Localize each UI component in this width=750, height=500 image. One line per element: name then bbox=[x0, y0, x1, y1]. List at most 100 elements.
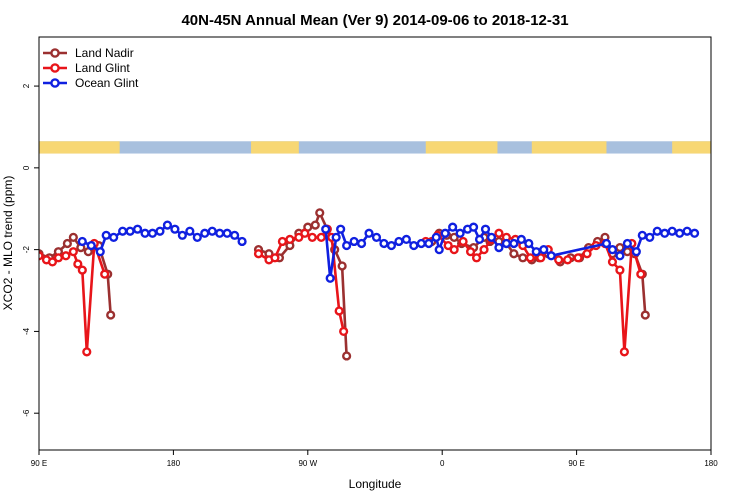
data-point-ocean-glint bbox=[480, 224, 491, 234]
data-point-ocean-glint bbox=[336, 224, 346, 234]
y-tick-label: -2 bbox=[22, 246, 31, 254]
data-point-ocean-glint bbox=[622, 238, 632, 249]
x-tick-label: 90 W bbox=[298, 459, 317, 468]
data-point-land-nadir bbox=[310, 220, 320, 230]
data-point-ocean-glint bbox=[394, 236, 404, 247]
data-point-ocean-glint bbox=[539, 245, 549, 255]
data-point-land-glint bbox=[536, 253, 546, 263]
data-point-ocean-glint bbox=[468, 222, 479, 232]
x-tick-label: 0 bbox=[440, 459, 445, 468]
data-point-land-glint bbox=[270, 253, 280, 263]
data-point-ocean-glint bbox=[637, 230, 647, 240]
data-point-land-glint bbox=[73, 259, 83, 269]
data-point-ocean-glint bbox=[509, 238, 519, 249]
data-point-ocean-glint bbox=[162, 220, 173, 230]
data-point-land-glint bbox=[636, 269, 646, 279]
data-point-ocean-glint bbox=[524, 238, 534, 249]
data-point-ocean-glint bbox=[494, 242, 504, 253]
legend-label: Land Glint bbox=[75, 61, 130, 75]
data-point-ocean-glint bbox=[379, 238, 389, 249]
data-point-ocean-glint bbox=[101, 230, 111, 240]
data-point-land-glint bbox=[300, 228, 310, 238]
data-point-land-glint bbox=[100, 269, 110, 279]
data-point-land-glint bbox=[615, 265, 625, 275]
legend-swatch-marker bbox=[50, 63, 60, 73]
series-land-glint bbox=[39, 224, 646, 357]
data-point-ocean-glint bbox=[177, 230, 187, 240]
data-point-ocean-glint bbox=[667, 226, 677, 236]
data-point-land-nadir bbox=[518, 253, 528, 263]
data-point-ocean-glint bbox=[170, 224, 180, 234]
data-point-land-nadir bbox=[342, 351, 352, 361]
data-point-land-glint bbox=[443, 240, 453, 251]
data-point-land-glint bbox=[619, 347, 629, 357]
data-point-ocean-glint bbox=[631, 247, 641, 257]
data-point-ocean-glint bbox=[546, 251, 556, 261]
data-point-ocean-glint bbox=[325, 273, 335, 283]
data-point-ocean-glint bbox=[675, 228, 685, 238]
data-point-ocean-glint bbox=[409, 240, 419, 251]
data-point-land-nadir bbox=[315, 208, 325, 218]
land-band-segment bbox=[531, 141, 607, 154]
data-point-ocean-glint bbox=[607, 245, 618, 255]
data-point-ocean-glint bbox=[230, 230, 240, 240]
data-point-land-glint bbox=[471, 253, 482, 263]
y-axis-label: XCO2 - MLO trend (ppm) bbox=[1, 176, 15, 311]
x-tick-label: 180 bbox=[704, 459, 718, 468]
legend-swatch-marker bbox=[50, 48, 60, 58]
data-point-ocean-glint bbox=[364, 228, 374, 238]
data-point-ocean-glint bbox=[342, 240, 352, 251]
data-point-ocean-glint bbox=[615, 251, 625, 261]
data-point-ocean-glint bbox=[424, 238, 434, 249]
data-point-ocean-glint bbox=[516, 234, 526, 245]
data-point-land-glint bbox=[316, 232, 326, 242]
data-point-ocean-glint bbox=[147, 228, 158, 238]
data-point-ocean-glint bbox=[455, 228, 465, 238]
legend-item-land-nadir: Land Nadir bbox=[43, 46, 134, 60]
data-point-ocean-glint bbox=[125, 226, 135, 236]
land-band-segment bbox=[39, 141, 120, 154]
data-point-land-glint bbox=[334, 306, 344, 316]
data-point-ocean-glint bbox=[207, 226, 217, 236]
x-axis: 90 E 180 90 W 0 90 E 180 bbox=[31, 450, 718, 468]
legend-label: Ocean Glint bbox=[75, 76, 139, 90]
data-point-ocean-glint bbox=[689, 228, 700, 238]
x-axis-label: Longitude bbox=[349, 477, 402, 491]
data-point-ocean-glint bbox=[140, 228, 150, 238]
data-point-land-glint bbox=[525, 253, 535, 263]
data-point-land-glint bbox=[458, 236, 468, 247]
data-point-ocean-glint bbox=[601, 238, 612, 249]
y-tick-label: -4 bbox=[22, 327, 31, 335]
y-tick-label: 0 bbox=[22, 165, 31, 170]
data-point-land-nadir bbox=[68, 232, 78, 242]
data-point-ocean-glint bbox=[192, 232, 202, 242]
data-point-ocean-glint bbox=[531, 247, 541, 257]
land-band-segment bbox=[672, 141, 711, 154]
data-point-land-nadir bbox=[449, 232, 459, 242]
data-point-land-glint bbox=[563, 255, 573, 265]
data-point-ocean-glint bbox=[237, 236, 247, 247]
data-point-land-glint bbox=[449, 245, 459, 255]
data-point-ocean-glint bbox=[501, 238, 512, 249]
legend-label: Land Nadir bbox=[75, 46, 134, 60]
data-point-land-glint bbox=[479, 245, 489, 255]
y-tick-label: 2 bbox=[22, 83, 31, 88]
data-point-ocean-glint bbox=[349, 236, 359, 247]
data-point-land-glint bbox=[285, 234, 295, 245]
data-point-ocean-glint bbox=[215, 228, 225, 238]
data-point-ocean-glint bbox=[448, 222, 458, 232]
data-point-ocean-glint bbox=[86, 240, 96, 251]
data-point-ocean-glint bbox=[200, 228, 210, 238]
data-point-land-glint bbox=[582, 249, 592, 259]
legend-item-ocean-glint: Ocean Glint bbox=[43, 76, 139, 90]
ocean-band bbox=[39, 141, 711, 154]
x-tick-label: 90 E bbox=[568, 459, 584, 468]
data-point-land-glint bbox=[494, 228, 504, 238]
data-point-land-nadir bbox=[337, 261, 347, 271]
data-point-land-glint bbox=[82, 347, 92, 357]
data-point-land-nadir bbox=[62, 238, 72, 249]
legend-swatch-marker bbox=[50, 78, 60, 88]
data-point-land-nadir bbox=[509, 249, 519, 259]
data-point-ocean-glint bbox=[132, 224, 143, 234]
